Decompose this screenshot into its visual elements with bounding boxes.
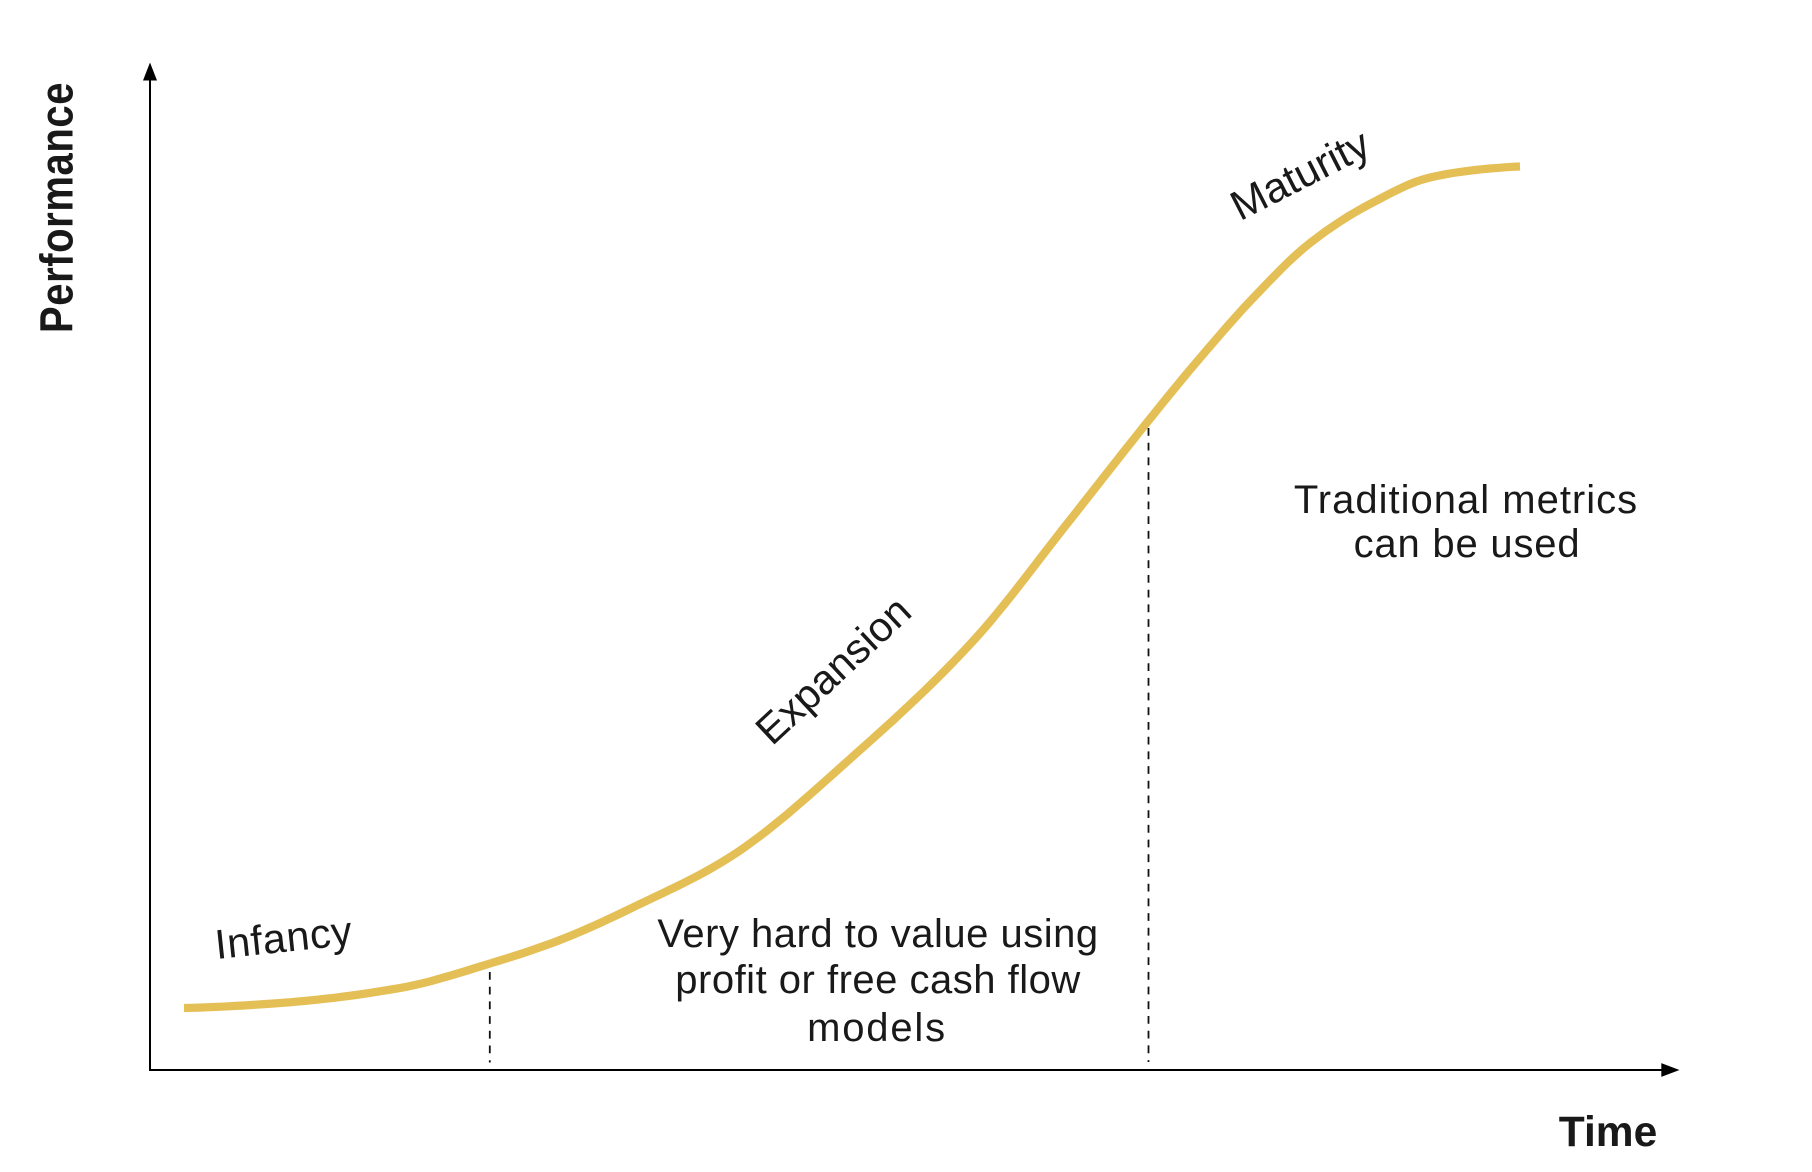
svg-text:Traditional metrics: Traditional metrics [1294,478,1638,522]
svg-text:profit or free cash flow: profit or free cash flow [675,958,1081,1002]
svg-text:Time: Time [1559,1109,1657,1156]
svg-text:Very hard to value using: Very hard to value using [657,912,1098,956]
svg-text:can be used: can be used [1354,522,1581,566]
svg-text:models: models [807,1006,947,1050]
svg-text:Performance: Performance [32,82,83,333]
